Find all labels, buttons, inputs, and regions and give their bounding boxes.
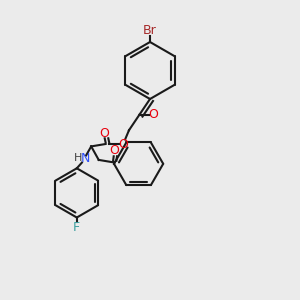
Text: O: O: [99, 127, 109, 140]
Text: O: O: [119, 137, 128, 151]
Text: O: O: [148, 108, 158, 121]
Text: O: O: [109, 144, 119, 158]
Text: F: F: [73, 220, 80, 234]
Text: N: N: [80, 152, 90, 165]
Text: Br: Br: [143, 24, 157, 37]
Text: H: H: [74, 153, 82, 164]
